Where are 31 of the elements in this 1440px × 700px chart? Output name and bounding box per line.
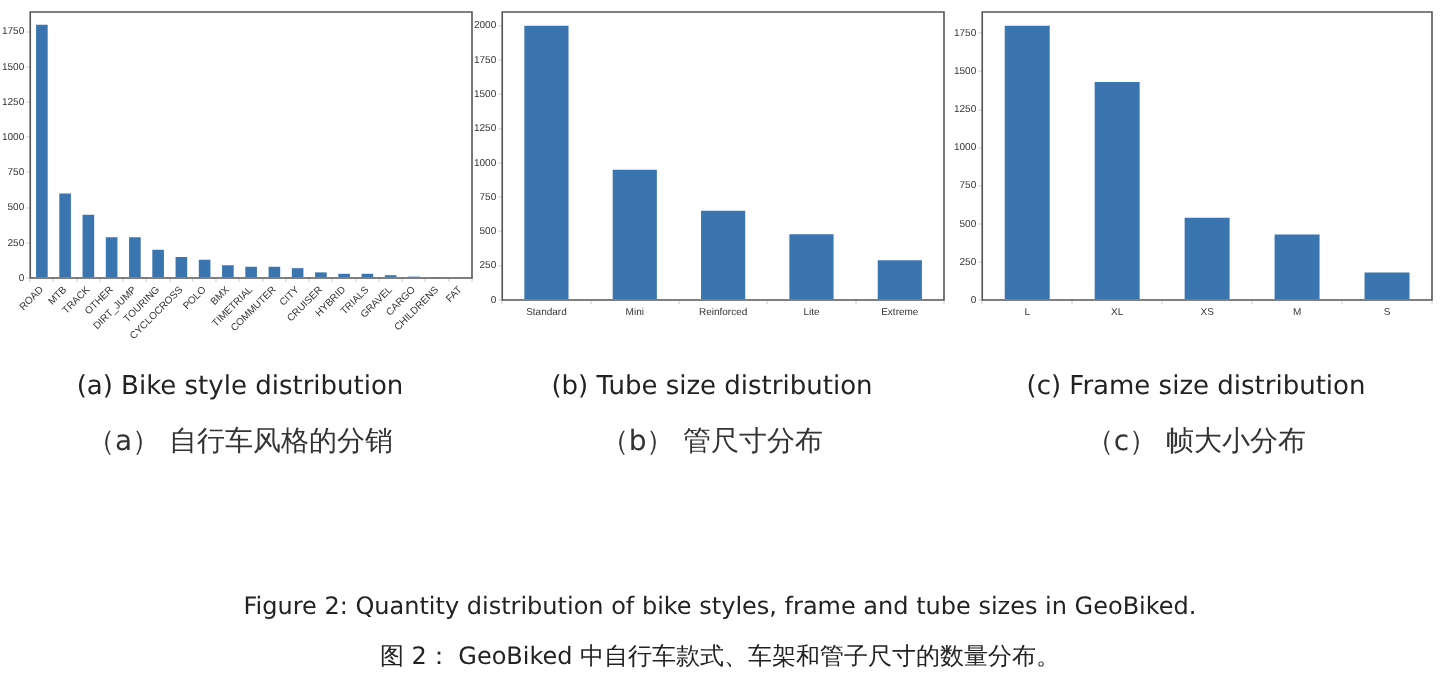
bar — [59, 193, 71, 278]
bar — [245, 266, 257, 278]
text: (c) Frame size distribution — [1024, 372, 1368, 402]
text: （c） 帧大小分布 — [1083, 424, 1309, 460]
text: （b） 管尺寸分布 — [598, 424, 826, 460]
bar — [789, 234, 834, 299]
bar — [877, 260, 922, 299]
bar — [1004, 25, 1050, 299]
bar — [1364, 272, 1410, 299]
bar — [1274, 234, 1320, 299]
bar — [222, 265, 234, 278]
bar — [1184, 217, 1230, 299]
bar — [701, 210, 746, 299]
bar — [315, 272, 327, 278]
text: (a) Bike style distribution — [74, 372, 406, 402]
bar — [175, 256, 188, 278]
bar — [82, 214, 95, 278]
bar — [36, 24, 48, 278]
bar — [612, 169, 657, 299]
bar — [524, 25, 569, 299]
bar — [105, 237, 118, 278]
bar — [198, 259, 211, 278]
bar — [268, 266, 281, 278]
text: (b) Tube size distribution — [549, 372, 875, 402]
bar — [1094, 82, 1140, 299]
bar — [291, 268, 304, 278]
caption: 图 2： GeoBiked 中自行车款式、车架和管子尺寸的数量分布。 — [377, 640, 1063, 674]
caption: Figure 2: Quantity distribution of bike styles, frame and tube sizes in GeoBiked. — [241, 592, 1199, 620]
bar — [129, 237, 141, 278]
text: （a） 自行车风格的分销 — [84, 424, 396, 460]
bar — [152, 249, 164, 278]
